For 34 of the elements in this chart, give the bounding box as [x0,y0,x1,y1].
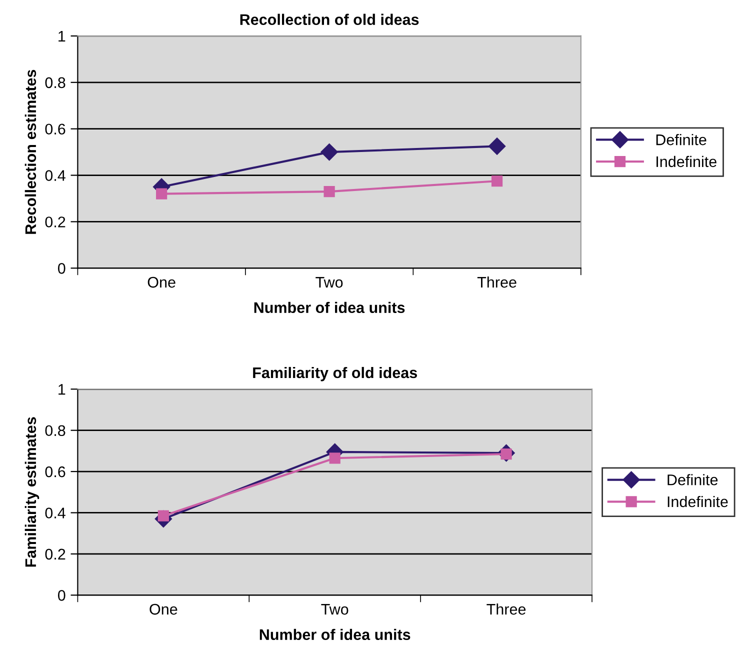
x-tick-label: Three [477,276,516,288]
chart-title: Familiarity of old ideas [253,366,418,382]
x-tick-label: Two [316,277,343,288]
y-tick-label: 0.6 [45,466,66,478]
point [324,186,335,198]
x-axis-title: Number of idea units [254,302,405,314]
x-tick-label: Three [486,603,526,615]
y-tick-label: 0.2 [45,216,66,228]
legend-label: Indefinite [668,496,728,508]
point [320,144,338,161]
x-tick-label: One [148,276,176,288]
y-tick-label: 0.8 [45,77,66,88]
y-tick-label: 0.4 [45,170,66,181]
y-tick-label: 0.4 [45,508,66,518]
x-tick-label: Two [321,604,348,615]
y-tick-label: 1 [58,30,66,42]
point [488,138,506,155]
point [491,176,503,187]
legend-label: Definite [668,474,718,486]
point [329,452,340,464]
legend-label: Indefinite [656,156,716,168]
x-tick-label: One [150,604,178,615]
y-tick-label: 1 [58,384,66,395]
x-axis-title: Number of idea units [260,628,410,640]
y-axis-title: Familiarity estimates [24,417,40,567]
y-tick-label: 0.2 [45,548,66,560]
y-axis-title: Recollection estimates [24,70,36,234]
legend-label: Definite [656,134,706,146]
y-tick-label: 0.8 [45,425,66,436]
point [156,188,168,200]
y-tick-label: 0.6 [45,124,66,135]
y-tick-label: 0 [58,590,66,601]
y-tick-label: 0 [58,263,66,274]
chart-title: Recollection of old ideas [240,14,419,26]
